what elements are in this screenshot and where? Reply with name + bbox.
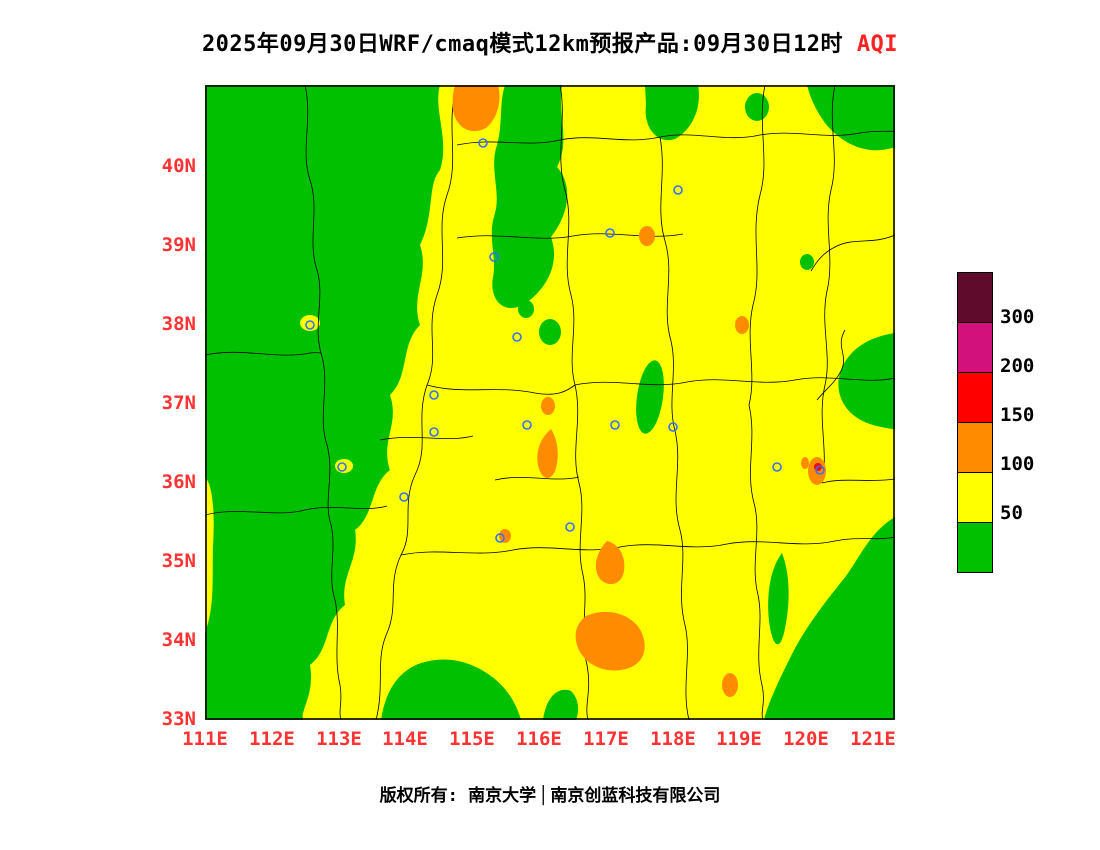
ytick-40N: 40N: [161, 155, 196, 177]
ytick-36N: 36N: [161, 471, 196, 493]
legend-seg-200-300: [958, 323, 992, 373]
xtick-112E: 112E: [249, 728, 295, 750]
copyright-divider: │: [538, 786, 549, 806]
aqi-yellow-holes: [205, 315, 474, 633]
ytick-33N: 33N: [161, 708, 196, 730]
figure-title-variable: AQI: [856, 32, 899, 57]
aqi-orange-regions: [452, 85, 826, 697]
legend-seg-below-50: [958, 523, 992, 572]
copyright-owner: 版权所有: 南京大学: [379, 786, 537, 806]
ytick-34N: 34N: [161, 629, 196, 651]
ytick-38N: 38N: [161, 313, 196, 335]
station-markers: [305, 138, 825, 543]
aqi-field-canvas: [204, 84, 896, 721]
figure-title: 2025年09月30日WRF/cmaq模式12km预报产品:09月30日12时 …: [0, 26, 1100, 58]
legend-seg-50-100: [958, 473, 992, 523]
legend-seg-above-300: [958, 273, 992, 323]
xtick-119E: 119E: [716, 728, 762, 750]
xtick-115E: 115E: [449, 728, 495, 750]
map-border: [205, 85, 895, 720]
xtick-118E: 118E: [650, 728, 696, 750]
ytick-37N: 37N: [161, 392, 196, 414]
legend-seg-100-150: [958, 423, 992, 473]
ytick-35N: 35N: [161, 550, 196, 572]
xtick-114E: 114E: [382, 728, 428, 750]
legend-label-300: 300: [1000, 306, 1035, 328]
province-boundary-lines: [204, 84, 896, 721]
legend-seg-150-200: [958, 373, 992, 423]
figure-title-text: 2025年09月30日WRF/cmaq模式12km预报产品:09月30日12时: [201, 32, 844, 57]
legend-label-50: 50: [1000, 502, 1023, 524]
xtick-113E: 113E: [316, 728, 362, 750]
aqi-legend-colorbar: [957, 272, 993, 573]
xtick-117E: 117E: [583, 728, 629, 750]
copyright-line: 版权所有: 南京大学 │ 南京创蓝科技有限公司: [0, 781, 1100, 806]
ytick-39N: 39N: [161, 234, 196, 256]
xtick-121E: 121E: [850, 728, 896, 750]
forecast-map: [204, 84, 896, 721]
xtick-120E: 120E: [783, 728, 829, 750]
legend-label-200: 200: [1000, 355, 1035, 377]
xtick-116E: 116E: [516, 728, 562, 750]
xtick-111E: 111E: [182, 728, 228, 750]
legend-label-150: 150: [1000, 404, 1035, 426]
legend-label-100: 100: [1000, 453, 1035, 475]
copyright-company: 南京创蓝科技有限公司: [550, 786, 721, 806]
